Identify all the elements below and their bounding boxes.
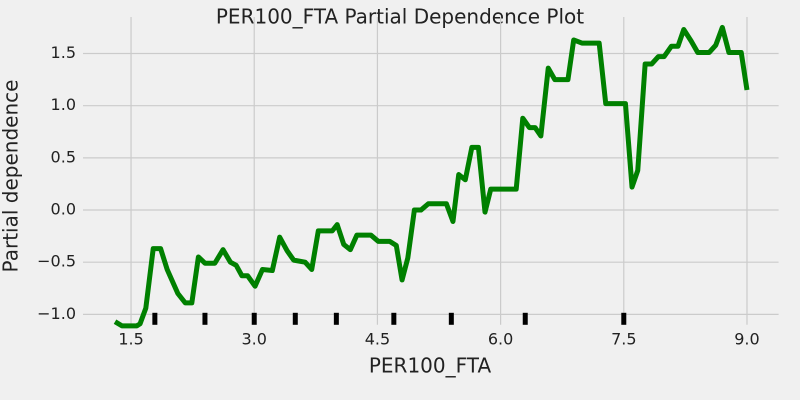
x-tick-label: 9.0	[734, 330, 759, 349]
x-tick-label: 1.5	[118, 330, 143, 349]
y-tick-label: 0.0	[51, 200, 76, 219]
chart-title: PER100_FTA Partial Dependence Plot	[216, 5, 584, 29]
x-tick-label: 6.0	[488, 330, 513, 349]
x-tick-label: 3.0	[242, 330, 267, 349]
pd-line	[113, 24, 750, 329]
y-tick-label: 0.5	[51, 147, 76, 166]
x-tick-label: 4.5	[365, 330, 390, 349]
y-tick-label: −1.0	[37, 304, 76, 323]
y-tick-label: 1.5	[51, 43, 76, 62]
y-tick-label: −0.5	[37, 252, 76, 271]
y-axis-label: Partial dependence	[0, 80, 23, 273]
x-tick-label: 7.5	[611, 330, 636, 349]
x-axis-label: PER100_FTA	[369, 354, 492, 378]
y-tick-label: 1.0	[51, 95, 76, 114]
